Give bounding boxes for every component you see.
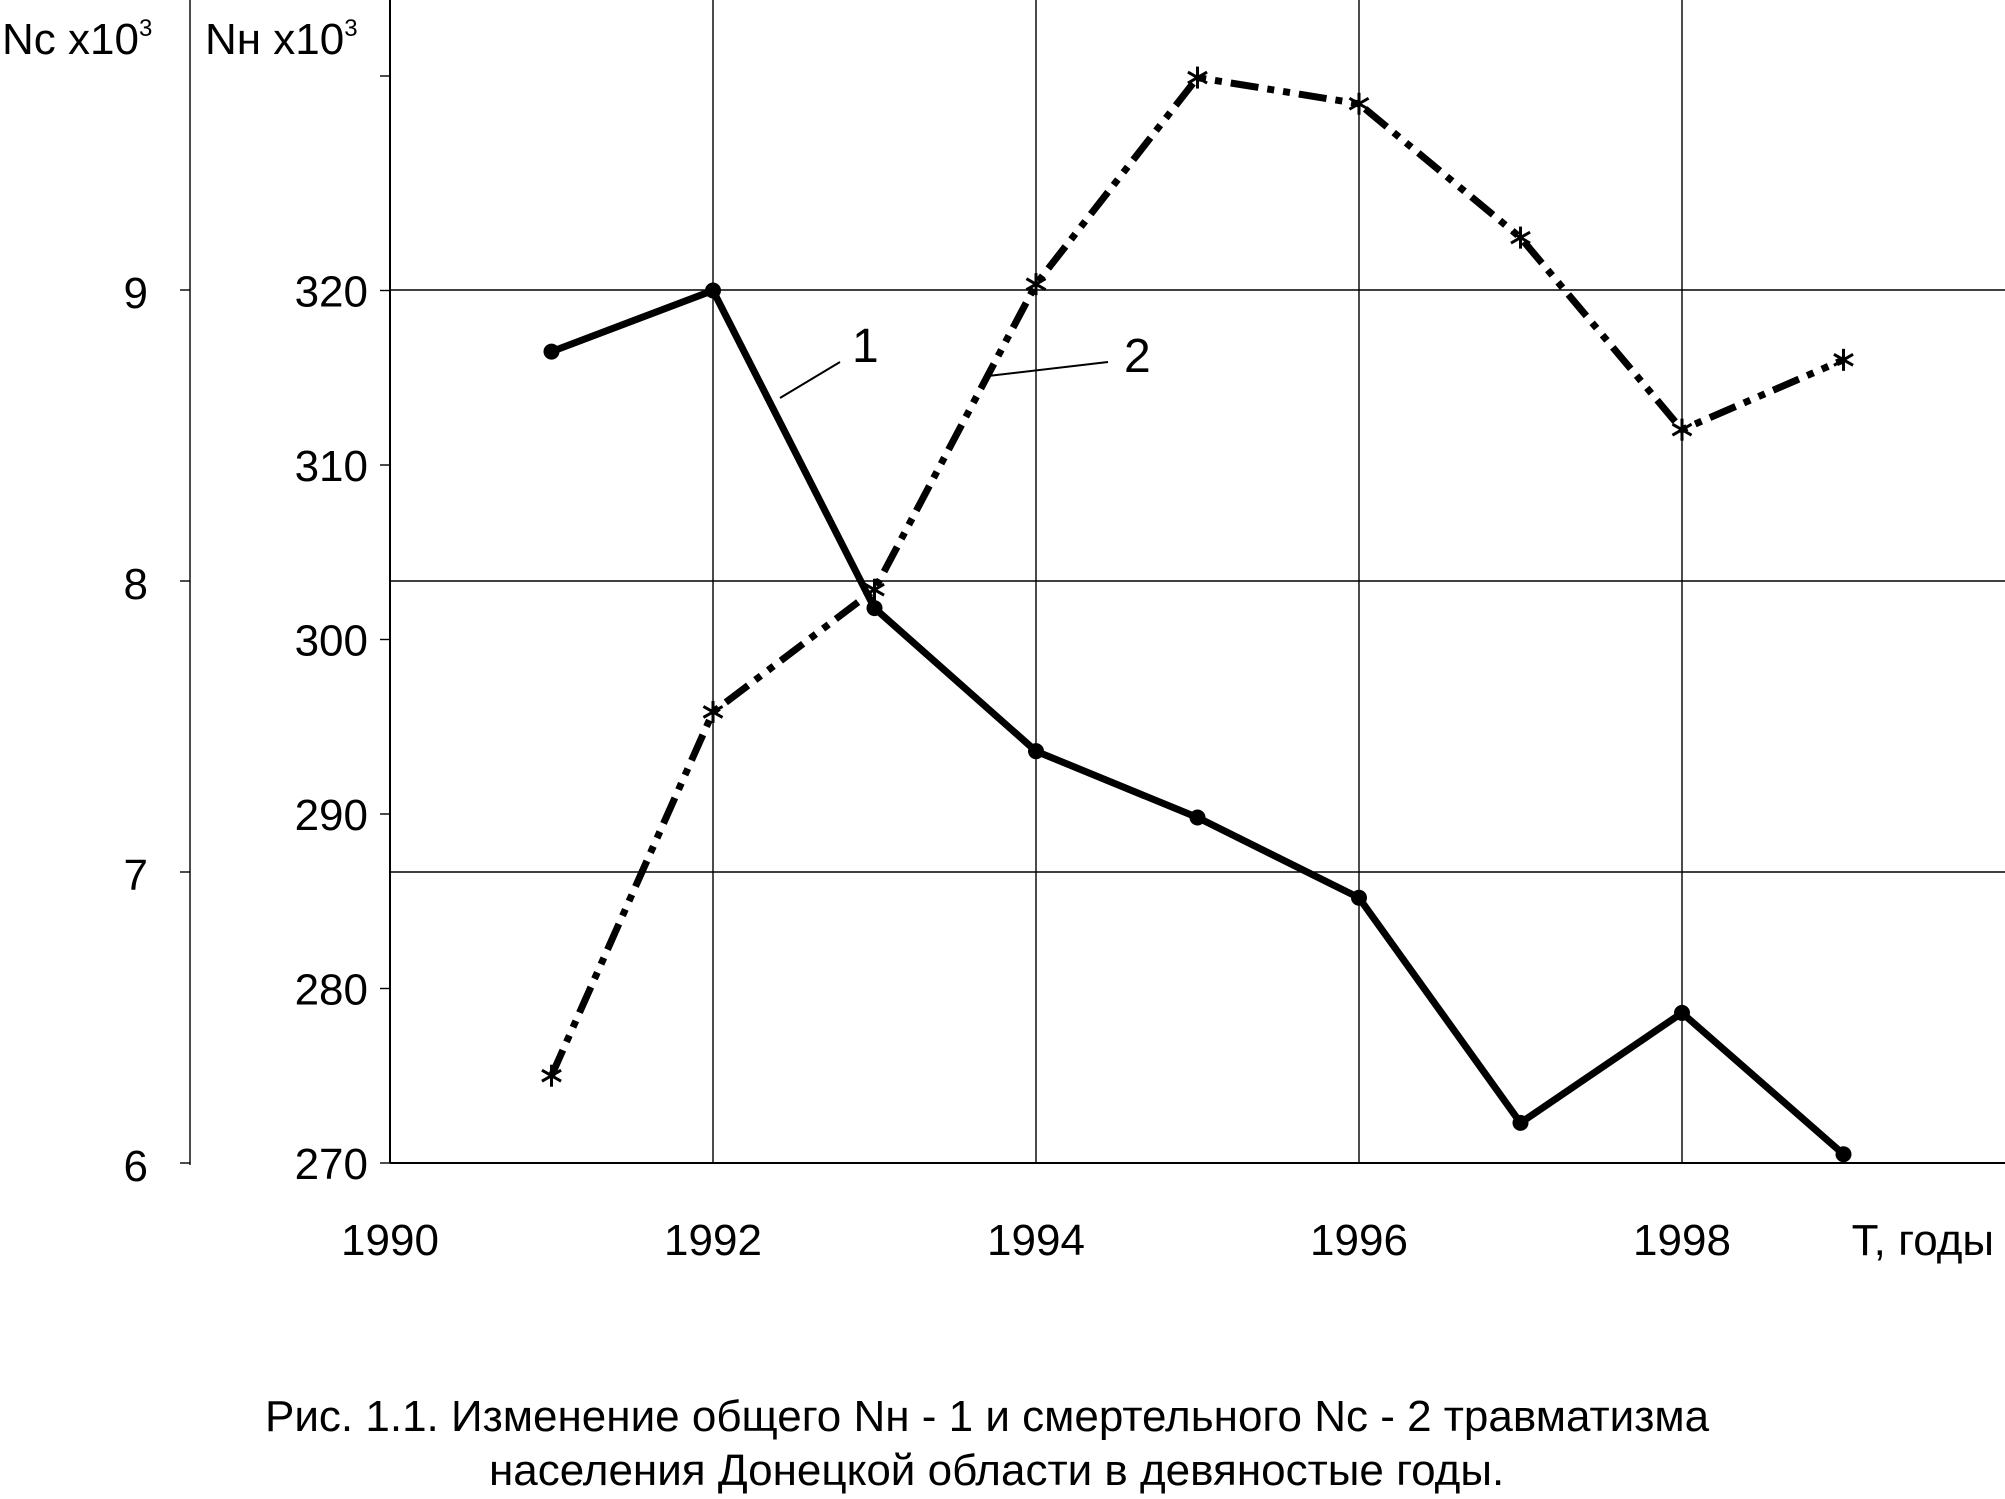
right-axis-tick-label: 310 <box>295 442 368 491</box>
right-axis-title: Nн x103 <box>205 15 358 64</box>
caption-line-2: населения Донецкой области в девяностые … <box>489 1446 1505 1495</box>
data-point <box>1189 809 1206 826</box>
left-axis-tick-label: 7 <box>124 851 148 900</box>
figure-caption: Рис. 1.1. Изменение общего Nн - 1 и смер… <box>265 1390 1985 1498</box>
right-axis-tick-label: 280 <box>295 966 368 1015</box>
data-point <box>543 343 560 360</box>
caption-line-1: Рис. 1.1. Изменение общего Nн - 1 и смер… <box>265 1392 1710 1441</box>
data-point <box>1835 1146 1852 1163</box>
series-label-2: 2 <box>1124 330 1151 383</box>
leader-line-1 <box>779 361 841 399</box>
x-axis-tick-label: 1992 <box>664 1216 762 1265</box>
data-point <box>1674 1004 1690 1021</box>
data-point <box>1187 66 1208 89</box>
right-axis-tick-label: 290 <box>295 791 368 840</box>
data-point <box>1671 418 1693 441</box>
x-axis-tick-label: 1994 <box>987 1216 1085 1265</box>
data-point <box>864 578 885 601</box>
data-point <box>1348 92 1370 115</box>
data-point <box>1351 889 1367 906</box>
left-axis-tick-label: 8 <box>124 560 148 609</box>
data-point <box>1833 348 1854 371</box>
grid <box>390 0 2005 1163</box>
data-point <box>702 700 724 723</box>
data-point <box>1025 273 1047 296</box>
axes <box>180 0 2005 1165</box>
data-point <box>1510 226 1531 249</box>
right-axis-tick-label: 300 <box>295 617 368 666</box>
data-point <box>1512 1114 1529 1131</box>
data-point <box>541 1064 562 1087</box>
x-axis-tick-label: 1996 <box>1310 1216 1408 1265</box>
right-axis-tick-label: 320 <box>295 268 368 317</box>
x-axis-title: T, годы <box>1852 1216 1994 1265</box>
leader-line-2 <box>987 361 1109 377</box>
left-axis-tick-label: 9 <box>124 269 148 318</box>
series-layer <box>541 66 1854 1163</box>
right-axis-tick-label: 270 <box>295 1140 368 1189</box>
series-line-1 <box>550 287 1846 1157</box>
x-axis-tick-label: 1998 <box>1633 1216 1731 1265</box>
tick-labels: 6 7 8 9 270 280 290 300 310 320 Nc x103 Nн x103 1990… <box>2 15 1994 1265</box>
left-axis-tick-label: 6 <box>124 1142 148 1191</box>
data-point <box>1028 743 1044 760</box>
data-point <box>866 600 883 617</box>
series-label-1: 1 <box>852 320 879 373</box>
data-point <box>705 282 721 299</box>
x-axis-tick-label: 1990 <box>341 1216 439 1265</box>
left-axis-title: Nc x103 <box>2 15 152 64</box>
series-line-2 <box>548 74 1845 1078</box>
